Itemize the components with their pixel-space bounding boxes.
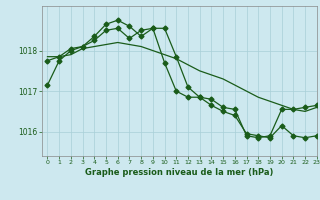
X-axis label: Graphe pression niveau de la mer (hPa): Graphe pression niveau de la mer (hPa)	[85, 168, 273, 177]
